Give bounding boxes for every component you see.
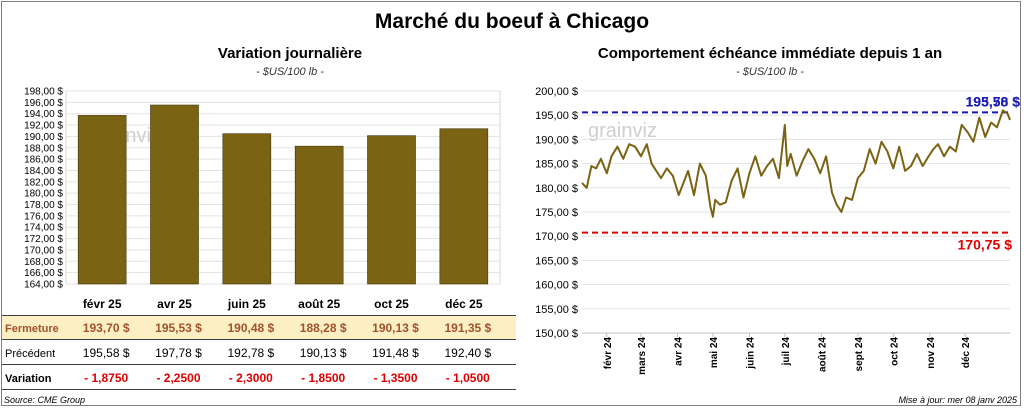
- right-xtick-label: août 24: [817, 337, 828, 372]
- category-label: févr 25: [83, 297, 122, 311]
- table-cell: 191,48 $: [372, 346, 419, 360]
- left-ytick-label: 166,00 $: [24, 268, 63, 279]
- table-cell: 191,35 $: [444, 321, 491, 335]
- left-ytick-label: 188,00 $: [24, 143, 63, 154]
- left-chart-title: Variation journalière: [217, 45, 363, 62]
- table-cell: 197,78 $: [155, 346, 202, 360]
- source-note: Source: CME Group: [4, 395, 86, 405]
- table-cell: 190,13 $: [372, 321, 419, 335]
- right-ytick-label: 175,00 $: [535, 207, 578, 219]
- table-row-bg: [2, 341, 516, 364]
- right-ytick-label: 155,00 $: [535, 304, 578, 316]
- bar-avr-25: [150, 104, 199, 285]
- left-bar-chart: 164,00 $166,00 $168,00 $170,00 $172,00 $…: [24, 87, 501, 291]
- right-xtick-label: févr 24: [603, 337, 614, 370]
- left-ytick-label: 168,00 $: [24, 257, 63, 268]
- left-price-table: févr 25 avr 25 juin 25 août 25 oct 25 déc 25 F…: [2, 297, 516, 390]
- left-ytick-label: 172,00 $: [24, 234, 63, 245]
- left-ytick-label: 178,00 $: [24, 200, 63, 211]
- ref-label-previous: 195,58 $: [966, 93, 1021, 109]
- table-cell: - 1,3500: [373, 371, 417, 385]
- right-xtick-label: déc 24: [961, 337, 972, 369]
- table-row-label: Variation: [5, 373, 52, 385]
- right-ytick-label: 150,00 $: [535, 328, 578, 340]
- table-row-label: Précédent: [5, 348, 55, 360]
- right-ytick-label: 160,00 $: [535, 280, 578, 292]
- updated-note: Mise à jour: mer 08 janv 2025: [898, 395, 1017, 405]
- ref-label-close: 193,70 $: [966, 93, 1021, 109]
- watermark-logo: grainviz: [588, 120, 657, 142]
- left-ytick-label: 190,00 $: [24, 132, 63, 143]
- left-ytick-label: 194,00 $: [24, 109, 63, 120]
- bar-oct-25: [367, 135, 416, 285]
- left-ytick-label: 174,00 $: [24, 223, 63, 234]
- left-ytick-label: 192,00 $: [24, 121, 63, 132]
- table-cell: - 1,0500: [446, 371, 490, 385]
- right-ytick-label: 180,00 $: [535, 183, 578, 195]
- table-row-bg: [2, 316, 516, 339]
- bar-févr-25: [77, 115, 127, 285]
- right-xtick-label: oct 24: [889, 337, 900, 366]
- table-cell: - 2,2500: [156, 371, 200, 385]
- right-ytick-label: 190,00 $: [535, 134, 578, 146]
- table-cell: - 2,3000: [229, 371, 273, 385]
- category-label: oct 25: [374, 297, 409, 311]
- right-line-chart: 150,00 $ 155,00 $ 160,00 $ 165,00 $ 170,00 $…: [535, 86, 1021, 375]
- table-cell: 190,48 $: [227, 321, 274, 335]
- left-ytick-label: 170,00 $: [24, 245, 63, 256]
- table-cell: 193,70 $: [83, 321, 130, 335]
- ref-label-low: 170,75 $: [958, 237, 1013, 253]
- left-ytick-label: 176,00 $: [24, 211, 63, 222]
- left-ytick-label: 186,00 $: [24, 155, 63, 166]
- right-chart-title: Comportement échéance immédiate depuis 1…: [597, 45, 943, 62]
- table-cell: 195,58 $: [83, 346, 130, 360]
- right-xtick-label: juil 24: [781, 337, 792, 367]
- right-ytick-label: 170,00 $: [535, 231, 578, 243]
- table-cell: 192,78 $: [227, 346, 274, 360]
- table-cell: 188,28 $: [300, 321, 347, 335]
- left-ytick-label: 180,00 $: [24, 189, 63, 200]
- table-cell: 190,13 $: [300, 346, 347, 360]
- left-ytick-label: 198,00 $: [24, 87, 63, 98]
- right-xtick-label: mars 24: [637, 337, 648, 375]
- left-ytick-label: 182,00 $: [24, 177, 63, 188]
- right-xtick-label: nov 24: [926, 337, 937, 369]
- table-cell: 192,40 $: [444, 346, 491, 360]
- category-label: avr 25: [157, 297, 192, 311]
- category-label: juin 25: [227, 297, 266, 311]
- bar-déc-25: [439, 128, 489, 285]
- page-title: Marché du boeuf à Chicago: [374, 10, 650, 33]
- right-xtick-label: avr 24: [674, 337, 685, 366]
- right-xtick-label: mai 24: [709, 337, 720, 369]
- category-label: août 25: [298, 297, 340, 311]
- category-label: déc 25: [445, 297, 483, 311]
- right-xtick-label: juin 24: [745, 337, 756, 370]
- left-ytick-label: 184,00 $: [24, 166, 63, 177]
- right-chart-unit: - $US/100 lb -: [736, 66, 804, 78]
- table-cell: 195,53 $: [155, 321, 202, 335]
- left-chart-unit: - $US/100 lb -: [256, 66, 324, 78]
- table-row-label: Fermeture: [5, 323, 59, 335]
- left-ytick-label: 196,00 $: [24, 98, 63, 109]
- price-series-line: [581, 109, 1011, 218]
- right-ytick-label: 200,00 $: [535, 86, 578, 98]
- right-ytick-label: 165,00 $: [535, 255, 578, 267]
- table-cell: - 1,8500: [301, 371, 345, 385]
- table-cell: - 1,8750: [84, 371, 128, 385]
- table-row-bg: [2, 366, 516, 389]
- right-ytick-label: 185,00 $: [535, 159, 578, 171]
- right-xtick-label: sept 24: [854, 337, 865, 372]
- bar-août-25: [294, 145, 344, 285]
- right-ytick-label: 195,00 $: [535, 110, 578, 122]
- left-ytick-label: 164,00 $: [24, 280, 63, 291]
- bar-juin-25: [222, 133, 272, 285]
